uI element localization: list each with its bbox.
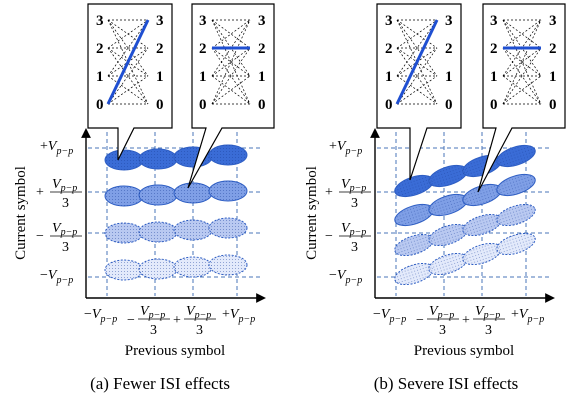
- panel-b: 3 2 1 0 3 2 1 0 3 2 1 0 3 2: [304, 3, 566, 393]
- svg-text:−: −: [36, 229, 44, 244]
- level-label: 2: [258, 41, 266, 57]
- x-tick-label: − Vp−p 3: [416, 304, 459, 338]
- level-label: 3: [199, 13, 207, 29]
- svg-text:Vp−p: Vp−p: [52, 221, 77, 238]
- y-tick-label: −Vp−p: [40, 268, 73, 286]
- level-label: 1: [490, 69, 498, 85]
- x-tick-label: −Vp−p: [373, 307, 406, 325]
- x-tick-label: − Vp−p 3: [127, 304, 170, 338]
- panel-b-y-ticks: +Vp−p + Vp−p 3 − Vp−p 3 −Vp−p: [325, 139, 371, 286]
- panel-a-callout-left: 3 2 1 0 3 2 1 0: [87, 3, 173, 161]
- svg-text:−: −: [127, 313, 135, 328]
- svg-text:3: 3: [351, 240, 358, 255]
- panel-b-x-ticks: −Vp−p − Vp−p 3 + Vp−p 3 +Vp−p: [373, 304, 544, 338]
- x-tick-label: + Vp−p 3: [462, 304, 505, 338]
- svg-text:3: 3: [62, 196, 69, 211]
- x-tick-label: +Vp−p: [511, 307, 544, 325]
- level-label: 3: [549, 13, 557, 29]
- panel-a-x-ticks: −Vp−p − Vp−p 3 + Vp−p 3 +Vp−p: [84, 304, 255, 338]
- level-label: 3: [258, 13, 266, 29]
- level-label: 1: [549, 69, 557, 85]
- svg-text:Vp−p: Vp−p: [429, 304, 454, 321]
- svg-text:3: 3: [439, 323, 446, 338]
- level-label: 2: [156, 41, 164, 57]
- level-label: 3: [490, 13, 498, 29]
- x-tick-label: +Vp−p: [222, 307, 255, 325]
- level-label: 0: [549, 97, 557, 113]
- level-label: 1: [156, 69, 164, 85]
- level-label: 0: [258, 97, 266, 113]
- x-tick-label: + Vp−p 3: [173, 304, 216, 338]
- level-label: 2: [96, 41, 104, 57]
- svg-text:Vp−p: Vp−p: [341, 177, 366, 194]
- svg-text:Vp−p: Vp−p: [186, 304, 211, 321]
- level-label: 1: [385, 69, 393, 85]
- svg-text:Vp−p: Vp−p: [52, 177, 77, 194]
- level-label: 3: [96, 13, 104, 29]
- level-label: 3: [445, 13, 453, 29]
- x-tick-label: −Vp−p: [84, 307, 117, 325]
- level-label: 2: [199, 41, 207, 57]
- svg-text:3: 3: [351, 196, 358, 211]
- svg-text:−: −: [416, 313, 424, 328]
- y-tick-label: + Vp−p 3: [36, 177, 82, 211]
- panel-b-callout-left: 3 2 1 0 3 2 1 0: [376, 3, 462, 181]
- panel-b-y-axis-title: Current symbol: [304, 166, 320, 260]
- svg-text:Vp−p: Vp−p: [475, 304, 500, 321]
- panel-a-y-axis-title: Current symbol: [13, 166, 29, 260]
- level-label: 0: [96, 97, 104, 113]
- panel-b-caption: (b) Severe ISI effects: [374, 374, 519, 393]
- level-label: 1: [445, 69, 453, 85]
- panel-b-callout-right: 3 2 1 0 3 2 1 0: [477, 3, 566, 193]
- y-tick-label: −Vp−p: [329, 268, 362, 286]
- svg-text:Vp−p: Vp−p: [341, 221, 366, 238]
- panel-a-caption: (a) Fewer ISI effects: [90, 374, 230, 393]
- svg-text:Vp−p: Vp−p: [140, 304, 165, 321]
- svg-text:3: 3: [62, 240, 69, 255]
- highlight-transition: [395, 19, 439, 105]
- level-label: 2: [385, 41, 393, 57]
- y-tick-label: +Vp−p: [329, 139, 362, 157]
- panel-a-y-ticks: +Vp−p + Vp−p 3 − Vp−p 3 −Vp−p: [36, 139, 82, 286]
- level-label: 0: [490, 97, 498, 113]
- level-label: 0: [445, 97, 453, 113]
- svg-text:3: 3: [485, 323, 492, 338]
- level-label: 3: [156, 13, 164, 29]
- panel-a: 3 2 1 0 3 2 1 0 3 2 1 0 3 2: [13, 3, 275, 393]
- panel-a-x-axis-title: Previous symbol: [125, 343, 225, 359]
- y-tick-label: − Vp−p 3: [36, 221, 82, 255]
- level-label: 2: [490, 41, 498, 57]
- svg-text:3: 3: [196, 323, 203, 338]
- level-label: 2: [445, 41, 453, 57]
- y-tick-label: − Vp−p 3: [325, 221, 371, 255]
- level-label: 2: [549, 41, 557, 57]
- svg-text:+: +: [462, 313, 470, 328]
- y-tick-label: + Vp−p 3: [325, 177, 371, 211]
- svg-text:+: +: [173, 313, 181, 328]
- level-label: 1: [96, 69, 104, 85]
- level-label: 3: [385, 13, 393, 29]
- svg-text:3: 3: [150, 323, 157, 338]
- level-label: 1: [199, 69, 207, 85]
- level-label: 0: [385, 97, 393, 113]
- level-label: 0: [156, 97, 164, 113]
- svg-text:−: −: [325, 229, 333, 244]
- panel-a-callout-right: 3 2 1 0 3 2 1 0: [187, 3, 275, 189]
- level-label: 0: [199, 97, 207, 113]
- y-tick-label: +Vp−p: [40, 139, 73, 157]
- svg-text:+: +: [36, 185, 44, 200]
- svg-text:+: +: [325, 185, 333, 200]
- level-label: 1: [258, 69, 266, 85]
- highlight-transition: [106, 19, 150, 105]
- panel-b-x-axis-title: Previous symbol: [414, 343, 514, 359]
